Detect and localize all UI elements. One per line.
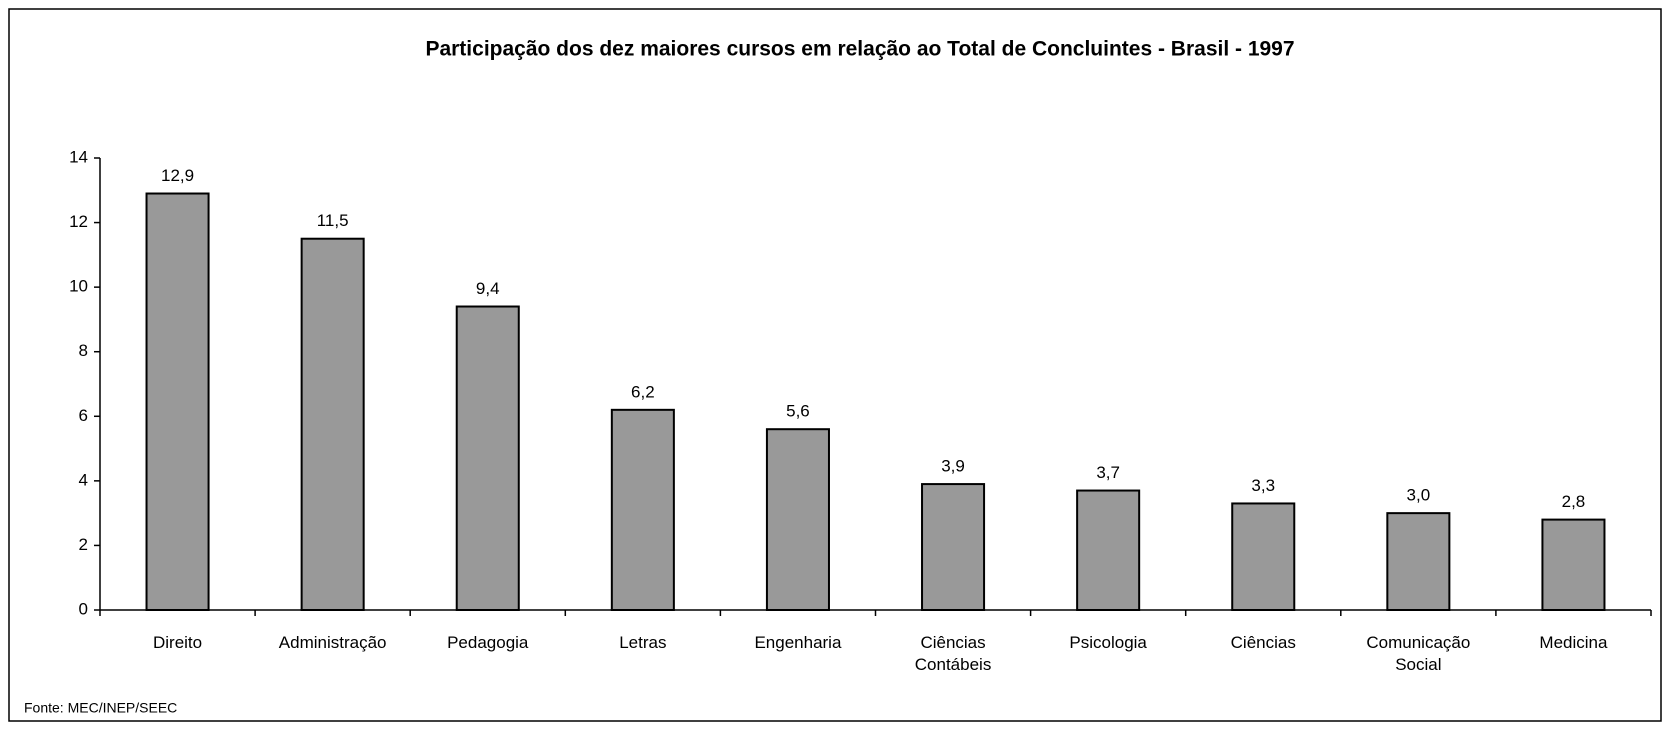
data-label: 12,9 <box>161 166 194 185</box>
chart-border <box>8 8 1662 722</box>
x-tick-label: Letras <box>619 633 667 652</box>
data-label: 5,6 <box>786 402 810 421</box>
x-tick-label: Direito <box>152 633 203 652</box>
y-tick-label: 10 <box>69 277 88 296</box>
bar <box>1541 518 1606 611</box>
data-label: 11,5 <box>317 211 349 230</box>
x-tick-label: Ciências <box>1230 633 1296 652</box>
bar <box>455 305 520 611</box>
data-label: 3,7 <box>1096 463 1120 482</box>
y-tick-label: 14 <box>69 147 88 166</box>
y-tick-label: 12 <box>69 212 88 231</box>
bar <box>145 192 210 611</box>
y-tick-label: 6 <box>79 406 88 425</box>
x-tick-label: Ciências Contábeis <box>914 633 992 674</box>
x-tick-label: Administração <box>278 633 387 652</box>
data-label: 3,9 <box>941 457 965 476</box>
data-label: 2,8 <box>1562 492 1586 511</box>
data-label: 3,0 <box>1407 486 1431 505</box>
bar <box>610 408 675 612</box>
bar <box>300 237 365 611</box>
y-tick-label: 0 <box>79 599 88 618</box>
data-label: 6,2 <box>631 382 655 401</box>
x-tick-label: Medicina <box>1539 633 1608 652</box>
chart-title: Participação dos dez maiores cursos em r… <box>425 38 1294 61</box>
x-tick-label: Engenharia <box>754 633 842 652</box>
bar <box>1076 489 1141 611</box>
y-tick-label: 4 <box>79 470 88 489</box>
x-tick-label: Pedagogia <box>447 633 529 652</box>
data-label: 3,3 <box>1251 476 1275 495</box>
data-label: 9,4 <box>476 279 500 298</box>
bar <box>921 483 986 612</box>
bar <box>1386 512 1451 612</box>
bar <box>1231 502 1296 612</box>
x-tick-label: Comunicação Social <box>1366 633 1471 674</box>
y-tick-label: 8 <box>79 341 88 360</box>
bar <box>765 428 830 612</box>
x-tick-label: Psicologia <box>1069 633 1147 652</box>
y-tick-label: 2 <box>79 535 88 554</box>
source-note: Fonte: MEC/INEP/SEEC <box>24 700 177 716</box>
